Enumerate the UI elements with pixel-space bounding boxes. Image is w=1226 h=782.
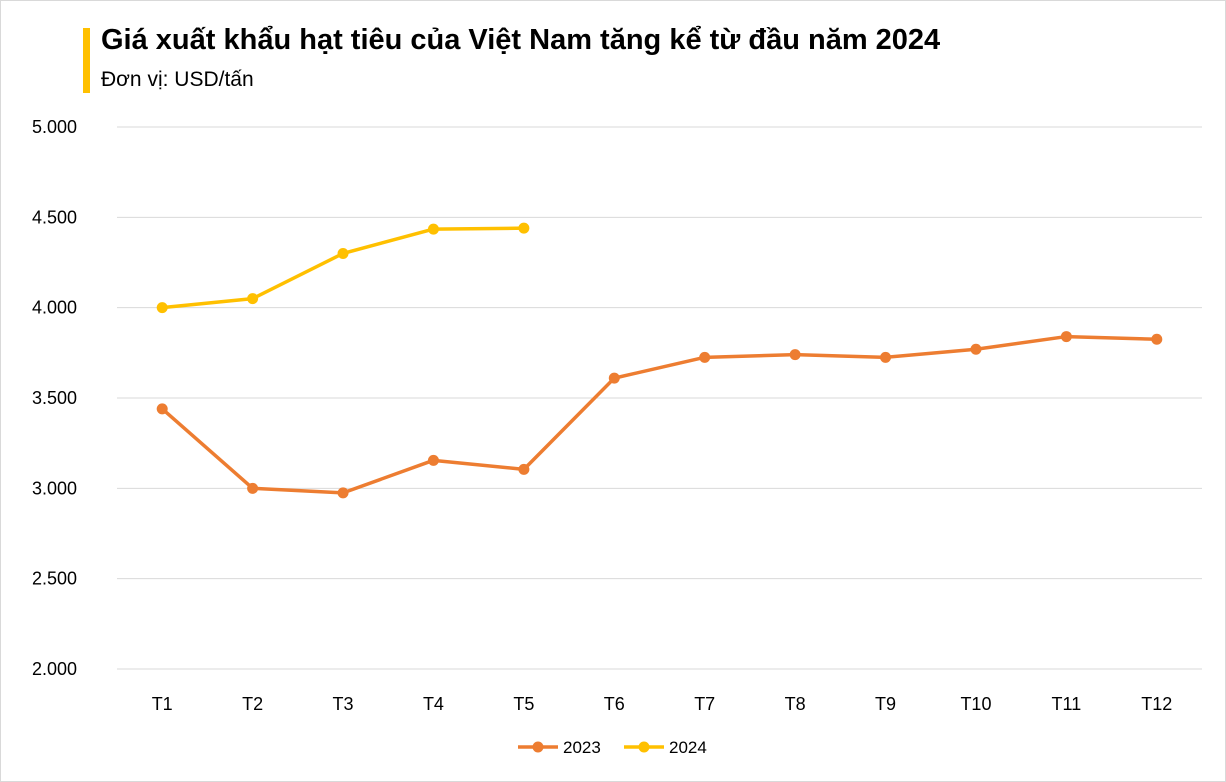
x-tick-label: T2 bbox=[242, 694, 263, 714]
series-lines bbox=[156, 222, 1163, 499]
x-tick-label: T10 bbox=[960, 694, 991, 714]
data-point-2023 bbox=[1060, 331, 1072, 343]
x-tick-label: T8 bbox=[785, 694, 806, 714]
series-line-2023 bbox=[161, 334, 1157, 495]
data-point-2023 bbox=[970, 343, 982, 355]
data-point-2023 bbox=[518, 463, 530, 475]
data-point-2024 bbox=[156, 302, 168, 314]
gridlines bbox=[117, 126, 1202, 670]
data-point-2023 bbox=[880, 351, 892, 363]
legend-label-2024: 2024 bbox=[669, 738, 707, 757]
x-tick-label: T9 bbox=[875, 694, 896, 714]
data-point-2024 bbox=[247, 293, 259, 305]
data-point-2023 bbox=[247, 482, 259, 494]
chart-title: Giá xuất khẩu hạt tiêu của Việt Nam tăng… bbox=[101, 24, 941, 56]
data-point-2023 bbox=[427, 454, 439, 466]
y-tick-label: 5.000 bbox=[32, 117, 77, 137]
data-point-2023 bbox=[1151, 333, 1163, 345]
x-tick-label: T11 bbox=[1052, 694, 1082, 714]
y-axis-ticks: 2.000 2.500 3.000 3.500 4.000 4.500 5.000 bbox=[32, 117, 77, 679]
chart-subtitle: Đơn vị: USD/tấn bbox=[101, 68, 254, 91]
legend-label-2023: 2023 bbox=[563, 738, 601, 757]
x-tick-label: T12 bbox=[1141, 694, 1172, 714]
y-tick-label: 3.500 bbox=[32, 388, 77, 408]
x-tick-label: T5 bbox=[513, 694, 534, 714]
series-line-2024 bbox=[162, 226, 524, 310]
x-tick-label: T6 bbox=[604, 694, 625, 714]
y-tick-label: 4.000 bbox=[32, 298, 77, 318]
legend-marker-2023 bbox=[532, 741, 544, 753]
legend-marker-2024 bbox=[638, 741, 650, 753]
data-point-2023 bbox=[699, 351, 711, 363]
x-tick-label: T4 bbox=[423, 694, 444, 714]
data-point-2024 bbox=[337, 247, 349, 259]
x-axis-ticks: T1 T2 T3 T4 T5 T6 T7 T8 T9 T10 T11 T12 bbox=[152, 694, 1173, 714]
x-tick-label: T7 bbox=[694, 694, 715, 714]
data-point-2023 bbox=[789, 349, 801, 361]
legend: 2023 2024 bbox=[518, 738, 707, 757]
y-tick-label: 2.000 bbox=[32, 659, 77, 679]
y-tick-label: 2.500 bbox=[32, 569, 77, 589]
x-tick-label: T3 bbox=[333, 694, 354, 714]
data-point-2024 bbox=[427, 223, 439, 235]
data-point-2023 bbox=[156, 403, 168, 415]
data-point-2024 bbox=[518, 222, 530, 234]
x-tick-label: T1 bbox=[152, 694, 173, 714]
data-point-2023 bbox=[608, 372, 620, 384]
data-point-2023 bbox=[337, 487, 349, 499]
y-tick-label: 4.500 bbox=[32, 207, 77, 227]
y-tick-label: 3.000 bbox=[32, 478, 77, 498]
title-accent-bar bbox=[83, 28, 90, 93]
